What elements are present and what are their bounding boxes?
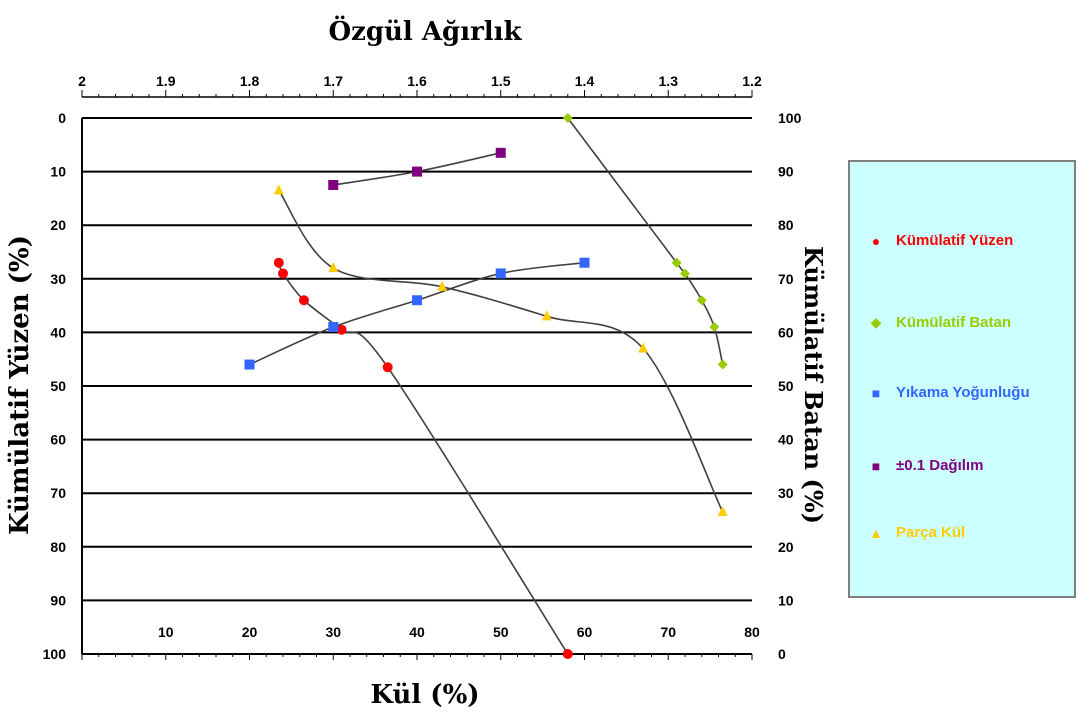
data-point	[437, 280, 448, 291]
x2-tick-label: 1.4	[575, 73, 595, 89]
data-point	[717, 505, 728, 516]
legend-marker-circle-icon: ●	[871, 232, 881, 249]
legend-label: Kümülatif Yüzen	[896, 232, 1014, 249]
y2-tick-label: 60	[778, 324, 794, 340]
y2-tick-label: 100	[778, 110, 802, 126]
data-point	[328, 180, 339, 190]
y-tick-label: 30	[50, 271, 66, 287]
legend-marker-square-icon: ■	[871, 384, 881, 401]
y-tick-label: 20	[50, 217, 66, 233]
data-point	[717, 359, 728, 370]
series-line	[278, 262, 569, 655]
x2-tick-label: 1.9	[156, 73, 176, 89]
data-point	[328, 262, 339, 273]
y-tick-label: 10	[50, 164, 66, 180]
legend-marker-square-icon: ■	[871, 457, 881, 474]
legend-marker-triangle-icon: ▲	[869, 524, 883, 541]
y-tick-label: 0	[58, 110, 66, 126]
data-point	[412, 295, 422, 306]
x-axis-label: Kül (%)	[370, 680, 479, 710]
chart-title: Özgül Ağırlık	[328, 15, 522, 47]
y2-tick-label: 70	[778, 271, 794, 287]
legend-item-kumulatif-batan: ◆ Kümülatif Batan	[864, 314, 1011, 331]
legend-label: Parça Kül	[896, 524, 966, 541]
data-point	[709, 322, 720, 333]
series-line	[567, 117, 724, 365]
y-tick-label: 90	[50, 592, 66, 608]
legend-item-dagilim: ■ ±0.1 Dağılım	[864, 457, 984, 474]
x2-tick-label: 1.5	[491, 73, 511, 89]
y-tick-label: 100	[43, 646, 67, 662]
data-point	[638, 342, 649, 353]
plot-area: 0102030405060708090100100908070605040302…	[43, 73, 802, 662]
y-tick-label: 50	[50, 378, 66, 394]
y-tick-label: 70	[50, 485, 66, 501]
data-point	[671, 257, 682, 268]
legend-label: Yıkama Yoğunluğu	[896, 384, 1030, 401]
y-tick-label: 80	[50, 539, 66, 555]
legend-label: Kümülatif Batan	[896, 314, 1012, 331]
data-point	[336, 324, 347, 335]
x-tick-label: 10	[158, 624, 174, 640]
data-point	[495, 268, 506, 279]
x-tick-label: 60	[577, 624, 593, 640]
y2-tick-label: 10	[778, 592, 794, 608]
y2-tick-label: 20	[778, 539, 794, 555]
data-point	[273, 257, 284, 268]
x2-tick-label: 1.3	[659, 73, 679, 89]
data-point	[680, 268, 690, 279]
data-point	[298, 295, 309, 306]
data-point	[412, 166, 422, 177]
data-point	[382, 362, 393, 373]
x-tick-label: 40	[409, 624, 425, 640]
x2-tick-label: 1.2	[742, 73, 762, 89]
series-line	[278, 189, 724, 513]
data-point	[278, 268, 288, 279]
y-tick-label: 60	[50, 432, 66, 448]
data-point	[562, 113, 573, 123]
x2-tick-label: 1.8	[240, 73, 260, 89]
legend-label: ±0.1 Dağılım	[896, 457, 984, 474]
data-point	[696, 295, 707, 306]
x2-tick-label: 1.6	[407, 73, 427, 89]
x-tick-label: 20	[242, 624, 258, 640]
y2-tick-label: 0	[778, 646, 786, 662]
legend-item-kumulatif-yuzen: ● Kümülatif Yüzen	[864, 232, 1013, 249]
data-point	[541, 310, 552, 321]
y2-tick-label: 80	[778, 217, 794, 233]
legend-marker-diamond-icon: ◆	[870, 314, 882, 330]
legend-item-parca-kul: ▲ Parça Kül	[864, 524, 965, 541]
x2-tick-label: 1.7	[324, 73, 344, 89]
data-point	[495, 147, 506, 158]
y2-tick-label: 40	[778, 432, 794, 448]
x2-tick-label: 2	[78, 73, 86, 89]
legend-item-yikama-yogunlugu: ■ Yıkama Yoğunluğu	[864, 384, 1030, 401]
data-point	[562, 649, 573, 659]
data-point	[579, 257, 590, 268]
data-point	[273, 184, 284, 195]
y-tick-label: 40	[50, 324, 66, 340]
y2-axis-label: Kümülatif Batan (%)	[799, 246, 828, 524]
y2-tick-label: 30	[778, 485, 794, 501]
data-point	[328, 322, 339, 333]
y2-tick-label: 50	[778, 378, 794, 394]
x-tick-label: 30	[325, 624, 341, 640]
x-tick-label: 70	[660, 624, 676, 640]
legend: ● Kümülatif Yüzen ◆ Kümülatif Batan ■ Yı…	[848, 160, 1076, 598]
y-axis-label: Kümülatif Yüzen (%)	[5, 235, 35, 535]
x-tick-label: 50	[493, 624, 509, 640]
y2-tick-label: 90	[778, 164, 794, 180]
data-point	[244, 359, 255, 370]
x-tick-label: 80	[744, 624, 760, 640]
